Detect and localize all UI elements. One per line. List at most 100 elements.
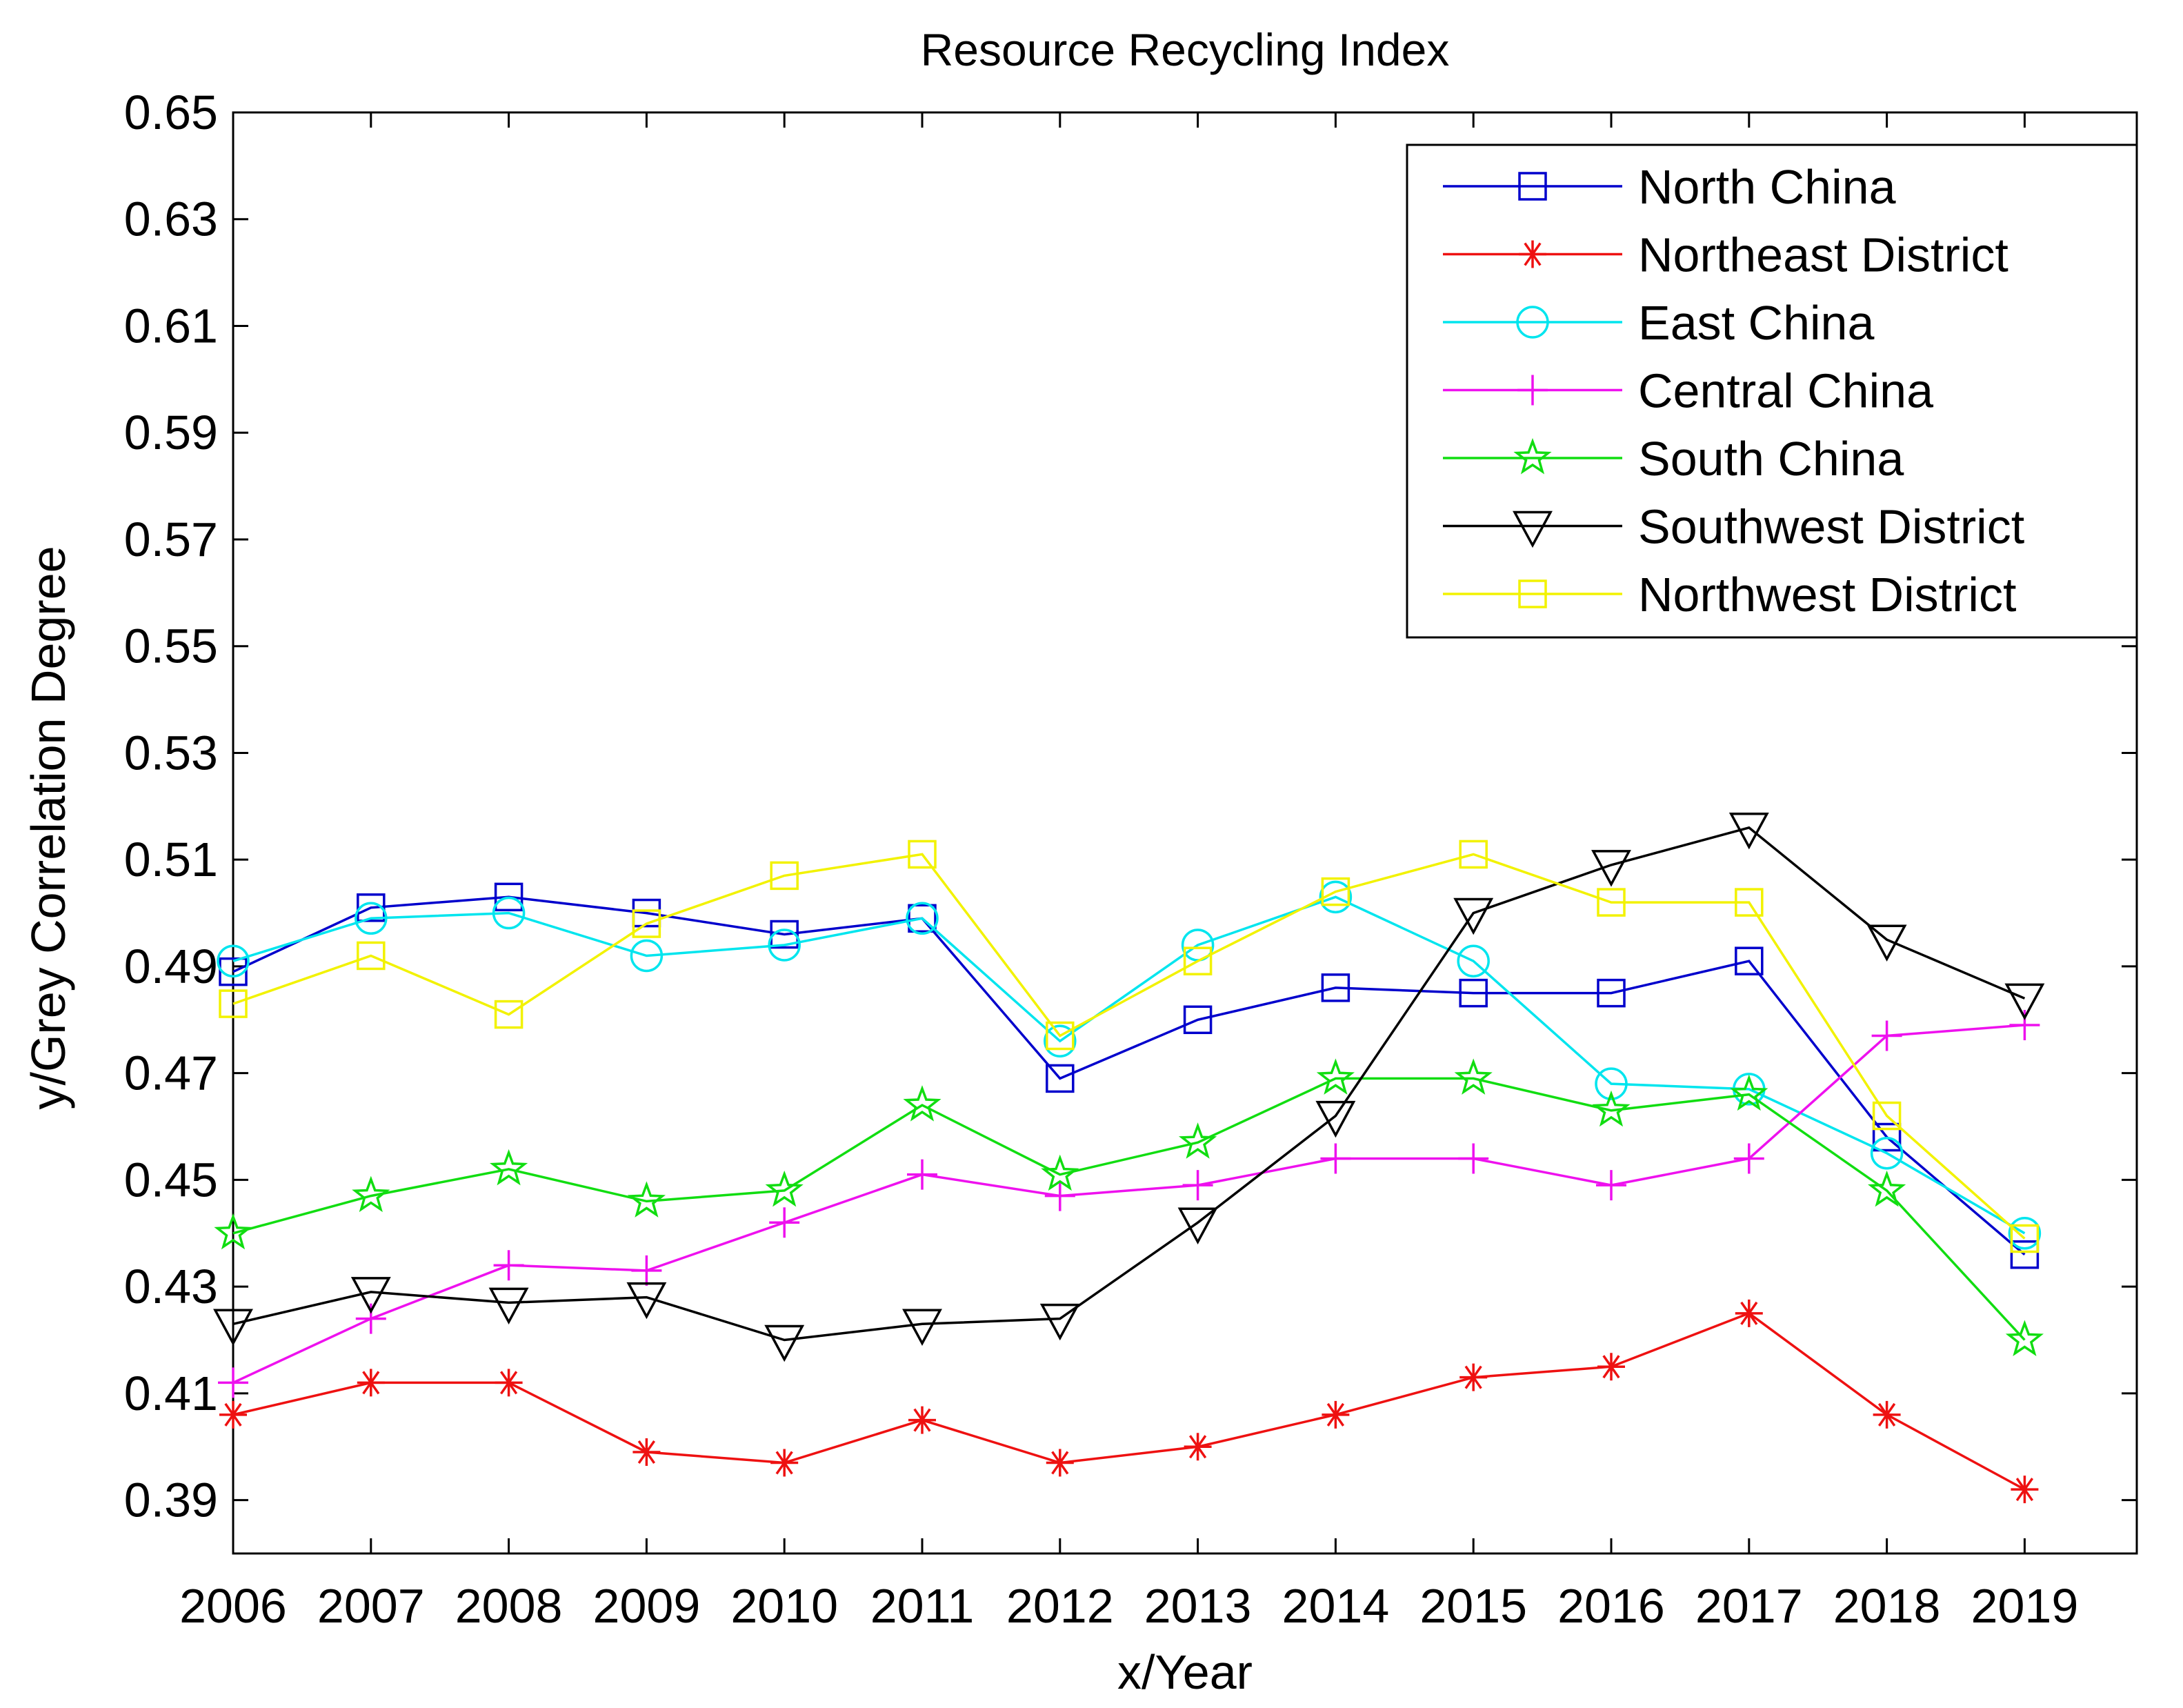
data-point <box>770 861 799 891</box>
data-point <box>1459 1363 1488 1391</box>
x-axis-label: x/Year <box>1117 1645 1253 1699</box>
data-point <box>903 1085 941 1122</box>
data-point <box>1046 1021 1075 1051</box>
data-point <box>768 929 801 962</box>
legend-label: North China <box>1638 160 1896 214</box>
data-point <box>1735 1299 1763 1327</box>
data-point <box>907 1159 937 1190</box>
data-point <box>626 1282 667 1320</box>
legend-label: Northwest District <box>1638 568 2016 622</box>
data-point <box>2005 1320 2044 1356</box>
data-point <box>219 957 248 986</box>
data-point <box>1046 1064 1075 1093</box>
data-point <box>1728 813 1769 850</box>
data-point <box>2010 1240 2040 1269</box>
data-point <box>1321 877 1350 906</box>
data-point <box>2011 1476 2039 1504</box>
data-point <box>219 989 248 1018</box>
data-point <box>219 1400 247 1429</box>
data-point <box>1458 1143 1489 1174</box>
legend-label: South China <box>1638 432 1904 486</box>
y-tick-label: 0.47 <box>124 1046 218 1100</box>
data-point <box>1871 1020 1902 1051</box>
data-point <box>1322 1400 1350 1429</box>
data-point <box>488 1287 529 1325</box>
y-tick-label: 0.45 <box>124 1153 218 1206</box>
data-point <box>1597 888 1626 917</box>
data-point <box>1044 1180 1075 1211</box>
data-point <box>1596 1170 1626 1201</box>
data-point <box>1870 1136 1904 1170</box>
y-tick-label: 0.55 <box>124 619 218 673</box>
data-point <box>1041 1154 1079 1191</box>
legend-marker <box>1517 375 1548 406</box>
x-tick-label: 2011 <box>870 1579 975 1633</box>
x-tick-label: 2013 <box>1144 1579 1252 1633</box>
data-point <box>1182 1170 1213 1201</box>
legend-label: Southwest District <box>1638 500 2024 554</box>
x-tick-label: 2019 <box>1971 1579 2079 1633</box>
data-point <box>1454 1058 1493 1095</box>
x-tick-label: 2015 <box>1419 1579 1527 1633</box>
x-tick-label: 2012 <box>1006 1579 1114 1633</box>
data-point <box>906 902 939 935</box>
plot-area: 0.39 0.41 0.43 0.45 0.47 0.49 0.51 0.53 0.55 0.57… <box>124 86 2138 1633</box>
legend-marker <box>1519 240 1546 268</box>
chart-title: Resource Recycling Index <box>921 24 1450 75</box>
data-point <box>2010 1224 2040 1253</box>
x-tick-label: 2018 <box>1833 1579 1941 1633</box>
y-tick-label: 0.57 <box>124 513 218 566</box>
data-point <box>213 1309 253 1346</box>
data-point <box>769 1207 800 1238</box>
data-point <box>765 1170 804 1207</box>
data-point <box>1044 1024 1077 1057</box>
data-point <box>1183 946 1213 975</box>
data-point <box>1597 978 1626 1008</box>
legend: North China Northeast District East China C… <box>1406 143 2138 639</box>
series-line-1 <box>232 1311 2026 1491</box>
data-point <box>214 1213 252 1250</box>
data-point <box>1459 840 1488 869</box>
data-point <box>1733 1143 1764 1174</box>
data-point <box>770 920 799 949</box>
data-point <box>1459 978 1488 1008</box>
series-line-6 <box>232 853 2026 1240</box>
data-point <box>493 1250 524 1281</box>
legend-label: Central China <box>1638 364 1933 418</box>
data-point <box>902 1309 942 1346</box>
data-point <box>627 1181 666 1218</box>
x-tick-label: 2010 <box>730 1579 838 1633</box>
x-tick-label: 2008 <box>455 1579 563 1633</box>
data-point <box>1872 1101 1902 1131</box>
legend-marker <box>1518 172 1547 201</box>
data-point <box>490 1149 528 1186</box>
data-point <box>764 1324 805 1362</box>
data-point <box>2009 1010 2040 1041</box>
data-point <box>1178 1122 1217 1159</box>
data-point <box>1868 1170 1906 1207</box>
data-point <box>1866 924 1907 962</box>
y-tick-label: 0.49 <box>124 940 218 993</box>
series-line-5 <box>232 826 2026 1342</box>
data-point <box>1321 973 1350 1002</box>
legend-label: East China <box>1638 296 1874 350</box>
x-tick-label: 2017 <box>1695 1579 1803 1633</box>
data-point <box>217 944 250 977</box>
x-tick-label: 2014 <box>1282 1579 1390 1633</box>
data-point <box>908 840 937 869</box>
data-point <box>1873 1400 1901 1429</box>
data-point <box>908 904 937 933</box>
series-line-0 <box>232 895 2026 1256</box>
data-point <box>1039 1303 1080 1341</box>
data-point <box>2004 983 2045 1021</box>
data-point <box>350 1277 391 1314</box>
y-tick-label: 0.59 <box>124 406 218 459</box>
series-line-4 <box>232 1077 2026 1341</box>
data-point <box>1735 946 1764 975</box>
data-point <box>1177 1207 1218 1244</box>
data-point <box>1457 944 1490 977</box>
series-line-2 <box>232 895 2026 1235</box>
data-point <box>494 882 524 912</box>
data-point <box>2008 1217 2042 1250</box>
data-point <box>1872 1122 1902 1152</box>
